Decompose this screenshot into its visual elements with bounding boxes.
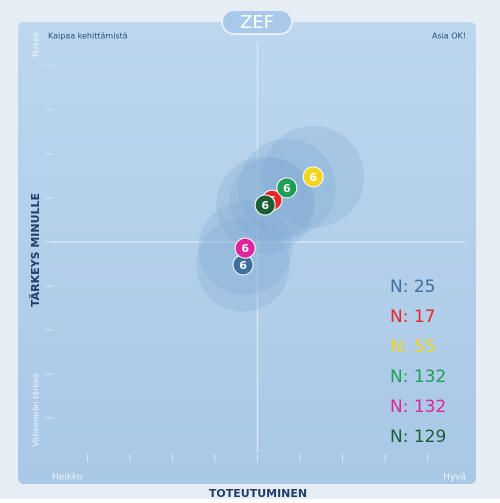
x-high-label: Hyvä [443, 473, 466, 483]
y-low-label: Vähemmän tärkeä [32, 373, 41, 446]
legend-entry: N: 132 [390, 367, 446, 387]
point [276, 177, 298, 199]
legend-entry: N: 17 [390, 307, 435, 327]
x-axis-label: TOTEUTUMINEN [209, 487, 307, 499]
point-label: 6 [309, 171, 317, 184]
point [234, 237, 256, 259]
legend-entry: N: 132 [390, 397, 446, 417]
point-label: 6 [241, 242, 249, 255]
point [254, 194, 276, 216]
point-label: 6 [261, 199, 269, 212]
chart-title: ZEF [240, 12, 274, 33]
x-low-label: Heikko [52, 473, 83, 483]
title-pill [221, 9, 293, 35]
corner-label: Asia OK! [432, 32, 466, 41]
point-label: 6 [239, 259, 247, 272]
point [302, 166, 324, 188]
y-high-label: Tärkeä [32, 32, 41, 59]
point-label: 6 [283, 182, 291, 195]
corner-label: Kaipaa kehittämistä [48, 32, 128, 41]
y-axis-label: TÄRKEYS MINULLE [28, 193, 42, 307]
legend-entry: N: 129 [390, 427, 446, 447]
legend-entry: N: 55 [390, 337, 435, 357]
legend-entry: N: 25 [390, 277, 435, 297]
